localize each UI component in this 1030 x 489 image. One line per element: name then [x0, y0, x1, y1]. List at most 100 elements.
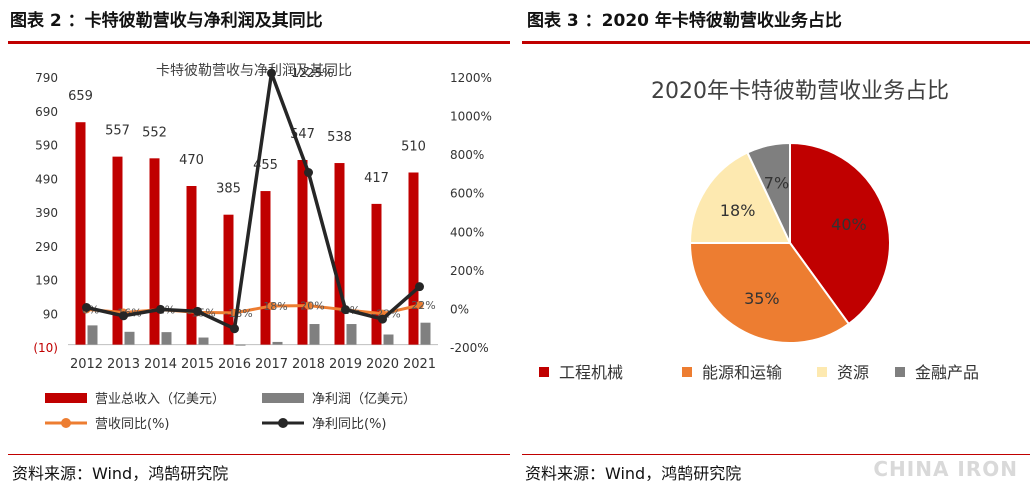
net-profit-bar	[124, 331, 135, 345]
left-title-rule	[8, 41, 510, 44]
net-profit-bar	[420, 322, 431, 345]
revenue-bar	[408, 172, 419, 345]
revenue-bar	[186, 186, 197, 345]
business-share-pie-chart: 2020年卡特彼勒营收业务占比 40% 35% 18% 7% 工程机械 能源和运输 资源 金融产…	[539, 79, 979, 382]
revenue-growth-label: 22%	[411, 299, 435, 312]
net-profit-bar	[346, 324, 357, 345]
left-figure-panel: 图表 2 ：卡特彼勒营收与净利润及其同比 卡特彼勒营收与净利润及其同比 790 69…	[0, 0, 510, 489]
left-axis-tick-label: 390	[35, 206, 58, 220]
left-axis-tick-label: (10)	[33, 341, 58, 355]
right-axis-tick-label: -200%	[450, 341, 489, 355]
x-axis-tick-label: 2015	[181, 357, 214, 372]
left-figure-title: 图表 2 ：卡特彼勒营收与净利润及其同比	[10, 11, 323, 31]
legend-label: 营收同比(%)	[95, 417, 170, 432]
revenue-bar-label: 538	[327, 130, 352, 145]
pie-slice-label: 7%	[764, 173, 789, 192]
revenue-profit-combo-chart: 卡特彼勒营收与净利润及其同比 790 690 590 490 390 290 190 90 (10…	[33, 63, 492, 432]
left-axis-tick-label: 290	[35, 240, 58, 254]
revenue-bar	[112, 156, 123, 345]
pie-legend-label: 工程机械	[559, 363, 623, 382]
net-profit-bar	[383, 334, 394, 345]
revenue-growth-label: -18%	[224, 307, 252, 320]
x-axis-tick-label: 2020	[366, 357, 399, 372]
revenue-bar-label: 417	[364, 171, 389, 186]
revenue-bar	[297, 160, 308, 345]
revenue-bar-label: 510	[401, 140, 426, 155]
legend-label: 营业总收入（亿美元）	[95, 392, 225, 407]
legend-swatch	[45, 393, 87, 403]
pie-legend-label: 能源和运输	[702, 363, 782, 382]
pie-slice-label: 35%	[744, 289, 780, 308]
pie-legend-label: 资源	[837, 363, 869, 382]
right-axis-tick-label: 600%	[450, 187, 484, 201]
net-profit-growth-point	[378, 314, 387, 324]
left-axis-tick-label: 790	[35, 71, 58, 85]
revenue-bar	[371, 203, 382, 345]
right-figure-panel: 图表 3 ：2020 年卡特彼勒营收业务占比 2020年卡特彼勒营收业务占比 40…	[517, 0, 1030, 489]
revenue-bar-label: 659	[68, 89, 93, 104]
net-profit-growth-point	[415, 282, 424, 292]
right-axis-tick-label: 1200%	[450, 71, 492, 85]
pie-slice-label: 40%	[831, 215, 867, 234]
net-profit-bar	[198, 337, 209, 345]
net-profit-bar	[235, 344, 246, 346]
net-profit-bar	[309, 324, 320, 345]
x-axis-tick-label: 2014	[144, 357, 177, 372]
revenue-growth-point	[304, 301, 313, 310]
revenue-bar	[149, 158, 160, 345]
pie-slice	[746, 141, 791, 244]
pie-slice	[688, 151, 792, 244]
pie-legend-swatch	[539, 367, 549, 377]
right-figure-title: 图表 3 ：2020 年卡特彼勒营收业务占比	[527, 11, 842, 31]
x-axis-tick-label: 2012	[70, 357, 103, 372]
revenue-bar	[223, 214, 234, 345]
net-profit-growth-point	[267, 68, 276, 78]
net-profit-growth-point	[156, 304, 165, 314]
x-axis-tick-label: 2019	[329, 357, 362, 372]
pie-slice-label: 18%	[720, 201, 756, 220]
net-profit-growth-point	[230, 324, 239, 334]
revenue-bar	[260, 191, 271, 345]
right-title-rule	[522, 41, 1030, 44]
net-profit-bar	[272, 341, 283, 345]
legend-marker	[61, 418, 71, 428]
revenue-bar-label: 552	[142, 125, 167, 140]
pie-title: 2020年卡特彼勒营收业务占比	[651, 79, 949, 104]
legend-marker	[278, 418, 288, 428]
net-profit-growth-line	[86, 72, 421, 332]
left-axis-tick-label: 190	[35, 274, 58, 288]
net-profit-growth-point	[341, 305, 350, 315]
legend-label: 净利润（亿美元）	[312, 392, 416, 407]
revenue-bar-label: 385	[216, 182, 241, 197]
left-axis-tick-label: 690	[35, 105, 58, 119]
x-axis-tick-label: 2021	[403, 357, 436, 372]
left-source-note: 资料来源：Wind，鸿鹄研究院	[12, 464, 229, 483]
revenue-bar-label: 470	[179, 153, 204, 168]
x-axis-tick-label: 2017	[255, 357, 288, 372]
pie-slice	[789, 141, 891, 326]
left-bottom-rule	[8, 454, 510, 455]
revenue-growth-label: 20%	[300, 300, 324, 313]
right-bottom-rule	[522, 454, 1030, 455]
right-axis-tick-label: 800%	[450, 148, 484, 162]
right-source-note: 资料来源：Wind，鸿鹄研究院	[525, 464, 742, 483]
legend-label: 净利同比(%)	[312, 417, 387, 432]
revenue-growth-point	[415, 301, 424, 310]
net-profit-growth-point	[119, 311, 128, 321]
net-profit-growth-point	[193, 306, 202, 316]
net-profit-bar	[87, 325, 98, 345]
pie-legend-swatch	[682, 367, 692, 377]
watermark-text: CHINA IRON	[873, 457, 1018, 481]
x-axis-tick-label: 2018	[292, 357, 325, 372]
pie-legend-swatch	[895, 367, 905, 377]
left-axis-tick-label: 90	[43, 307, 58, 321]
revenue-growth-label: 18%	[263, 300, 287, 313]
revenue-growth-point	[267, 301, 276, 310]
x-axis-tick-label: 2016	[218, 357, 251, 372]
net-profit-growth-label: 1225%	[292, 66, 334, 80]
right-axis-tick-label: 0%	[450, 302, 469, 316]
pie-legend-label: 金融产品	[915, 363, 979, 382]
net-profit-growth-point	[304, 168, 313, 177]
x-axis-tick-label: 2013	[107, 357, 140, 372]
net-profit-growth-point	[82, 303, 91, 312]
